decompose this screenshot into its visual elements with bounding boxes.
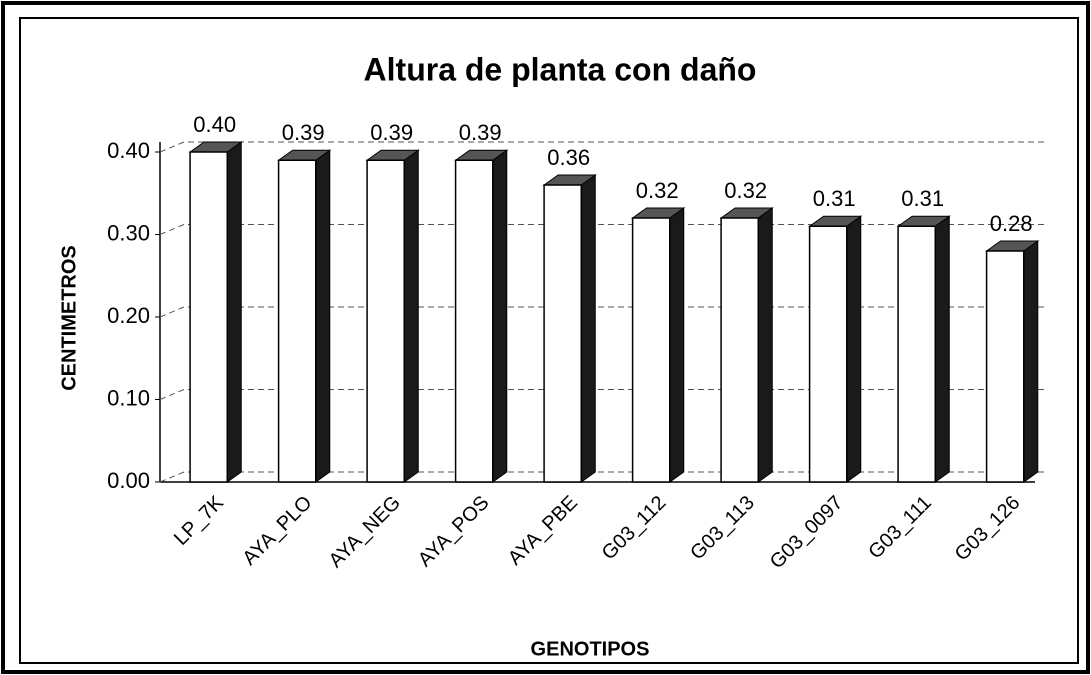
data-label: 0.39 — [282, 120, 325, 145]
data-label: 0.40 — [193, 112, 236, 137]
x-axis-title: GENOTIPOS — [531, 638, 650, 660]
data-label: 0.39 — [370, 120, 413, 145]
bar — [985, 250, 1025, 483]
y-tick-label: 0.30 — [107, 220, 150, 245]
data-label: 0.31 — [813, 186, 856, 211]
bar-side — [1023, 240, 1039, 483]
chart-title: Altura de planta con daño — [364, 51, 757, 87]
bar-side — [846, 215, 862, 483]
bar-side — [580, 174, 596, 483]
bar — [543, 184, 583, 483]
bar-side — [934, 215, 950, 483]
bar — [897, 225, 937, 483]
bar-side — [757, 207, 773, 483]
data-label: 0.36 — [547, 145, 590, 170]
bar-side — [492, 149, 508, 483]
bar-side — [669, 207, 685, 483]
data-label: 0.32 — [724, 178, 767, 203]
grid-line — [159, 141, 1045, 153]
bar — [454, 159, 494, 483]
y-axis-title: CENTIMETROS — [58, 245, 80, 391]
bar — [189, 151, 229, 483]
bar — [720, 217, 760, 483]
bar — [277, 159, 317, 483]
y-tick-label: 0.00 — [107, 468, 150, 493]
bar — [631, 217, 671, 483]
data-label: 0.32 — [636, 178, 679, 203]
data-label: 0.39 — [459, 120, 502, 145]
y-tick-label: 0.40 — [107, 138, 150, 163]
bar — [808, 225, 848, 483]
bar-side — [226, 141, 242, 483]
bar-side — [403, 149, 419, 483]
chart-frame — [19, 17, 1079, 664]
bar-side — [315, 149, 331, 483]
y-tick-label: 0.10 — [107, 385, 150, 410]
y-tick-label: 0.20 — [107, 303, 150, 328]
bar — [366, 159, 406, 483]
data-label: 0.31 — [901, 186, 944, 211]
data-label: 0.28 — [990, 211, 1033, 236]
